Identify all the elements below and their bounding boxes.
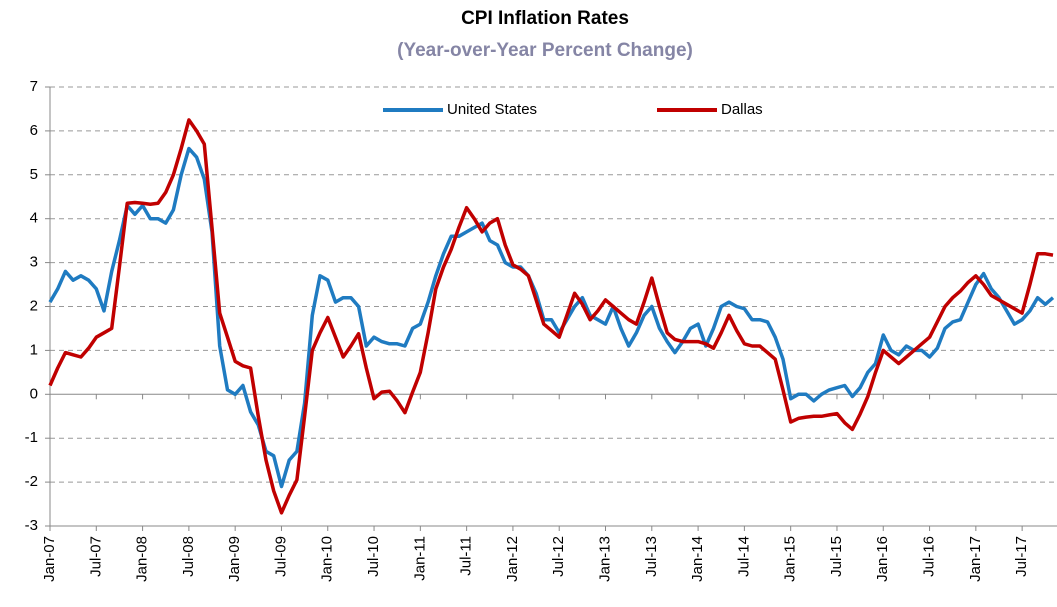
y-tick-label: 1	[30, 341, 38, 358]
chart-title: CPI Inflation Rates	[461, 8, 629, 29]
y-tick-label: -1	[25, 429, 38, 446]
y-tick-label: 4	[30, 210, 38, 227]
x-tick-label: Jul-09	[272, 536, 289, 577]
chart-subtitle: (Year-over-Year Percent Change)	[397, 40, 693, 61]
y-tick-label: 2	[30, 297, 38, 314]
x-tick-label: Jan-10	[319, 536, 336, 582]
x-tick-label: Jul-08	[180, 536, 197, 577]
x-tick-label: Jul-15	[828, 536, 845, 577]
x-tick-label: Jan-09	[226, 536, 243, 582]
x-tick-label: Jan-11	[411, 536, 428, 581]
series-line	[48, 146, 1055, 489]
y-tick-label: 7	[30, 78, 38, 95]
y-tick-label: 0	[30, 385, 38, 402]
series-line	[48, 118, 1054, 515]
x-tick-label: Jan-16	[874, 536, 891, 582]
x-tick-label: Jul-07	[87, 536, 104, 577]
y-tick-label: 5	[30, 166, 38, 183]
x-tick-label: Jul-14	[735, 536, 752, 577]
x-tick-label: Jan-13	[596, 536, 613, 582]
x-tick-label: Jul-13	[643, 536, 660, 577]
legend-label: Dallas	[721, 101, 763, 118]
x-tick-label: Jan-15	[782, 536, 799, 582]
x-tick-label: Jan-12	[504, 536, 521, 582]
x-tick-label: Jul-16	[921, 536, 938, 577]
x-tick-label: Jan-14	[689, 536, 706, 582]
y-tick-label: 6	[30, 122, 38, 139]
x-tick-label: Jan-08	[134, 536, 151, 582]
y-tick-label: -3	[25, 517, 38, 534]
x-tick-label: Jul-11	[458, 536, 475, 576]
y-tick-label: 3	[30, 254, 38, 271]
x-tick-label: Jul-10	[365, 536, 382, 577]
x-tick-label: Jul-12	[550, 536, 567, 577]
x-tick-label: Jul-17	[1013, 536, 1030, 577]
y-tick-label: -2	[25, 473, 38, 490]
legend-label: United States	[447, 101, 537, 118]
x-tick-label: Jan-07	[41, 536, 58, 582]
x-tick-label: Jan-17	[967, 536, 984, 582]
